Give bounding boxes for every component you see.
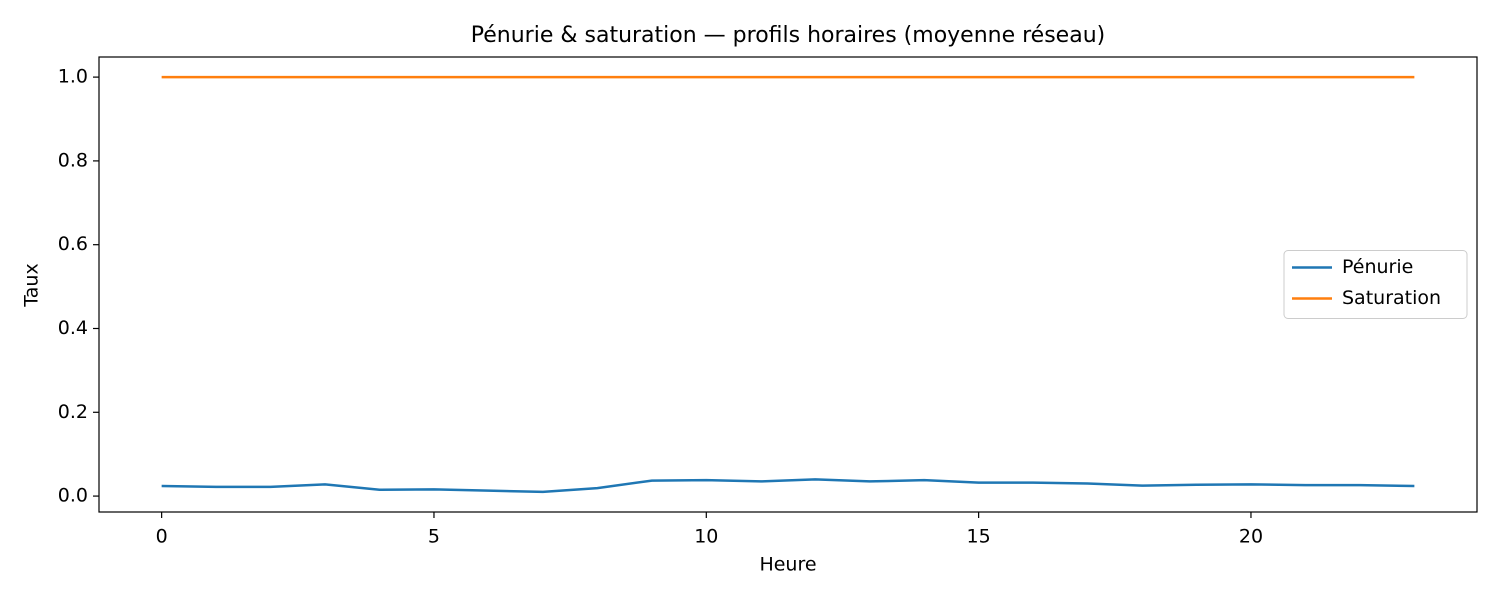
x-axis-label: Heure	[759, 554, 816, 576]
plot-frame	[98, 56, 1478, 513]
x-tick-label: 20	[1239, 526, 1263, 548]
y-tick-label: 0.4	[58, 317, 88, 339]
y-tick-label: 0.8	[58, 149, 88, 171]
y-tick-label: 0.2	[58, 401, 88, 423]
x-tick-label: 15	[967, 526, 991, 548]
x-tick-label: 5	[428, 526, 440, 548]
chart-title: Pénurie & saturation — profils horaires …	[471, 23, 1105, 48]
y-tick-label: 0.0	[58, 485, 88, 507]
y-tick-label: 0.6	[58, 233, 88, 255]
x-tick-label: 10	[694, 526, 718, 548]
y-tick-label: 1.0	[58, 66, 88, 88]
legend-label: Pénurie	[1342, 256, 1413, 278]
y-axis-label: Taux	[21, 263, 43, 307]
x-tick-label: 0	[156, 526, 168, 548]
legend-label: Saturation	[1342, 287, 1441, 309]
line-series	[161, 478, 1415, 494]
